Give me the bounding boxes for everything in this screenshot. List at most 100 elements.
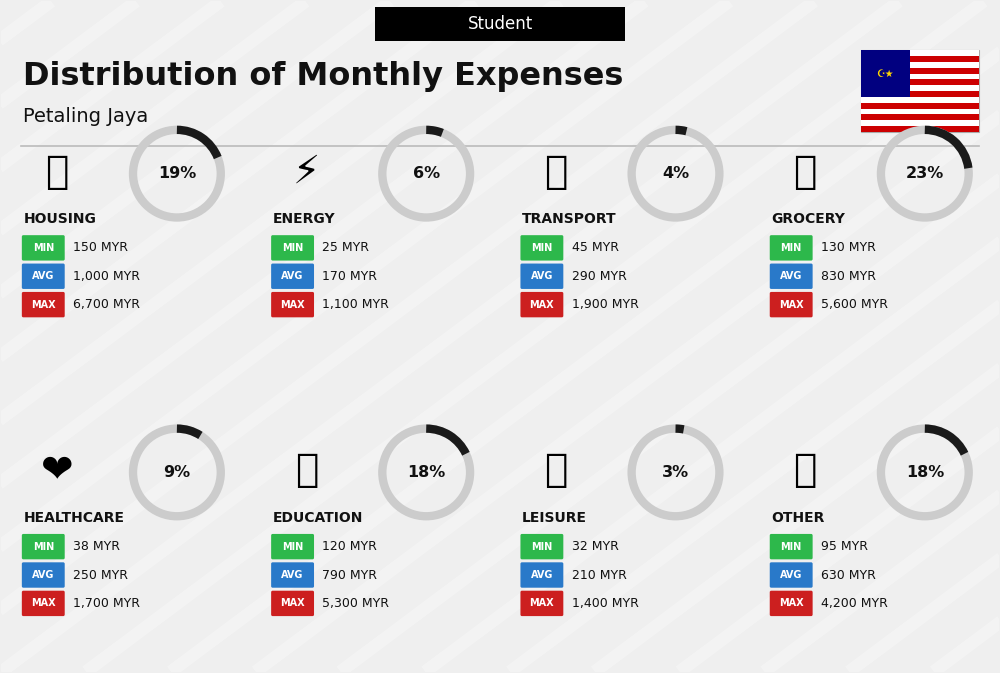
FancyBboxPatch shape <box>271 563 314 588</box>
FancyBboxPatch shape <box>520 591 563 616</box>
Text: AVG: AVG <box>281 271 304 281</box>
Text: HEALTHCARE: HEALTHCARE <box>23 511 124 525</box>
FancyBboxPatch shape <box>770 292 813 318</box>
Text: 5,300 MYR: 5,300 MYR <box>322 597 389 610</box>
Text: 25 MYR: 25 MYR <box>322 242 369 254</box>
Text: 830 MYR: 830 MYR <box>821 270 876 283</box>
Text: MAX: MAX <box>31 598 56 608</box>
FancyBboxPatch shape <box>861 114 979 120</box>
Text: 18%: 18% <box>407 465 445 480</box>
FancyBboxPatch shape <box>861 68 979 73</box>
Text: HOUSING: HOUSING <box>23 213 96 227</box>
Text: 45 MYR: 45 MYR <box>572 242 619 254</box>
FancyBboxPatch shape <box>861 56 979 62</box>
FancyBboxPatch shape <box>861 108 979 114</box>
FancyBboxPatch shape <box>861 85 979 91</box>
FancyBboxPatch shape <box>520 534 563 559</box>
Text: 32 MYR: 32 MYR <box>572 540 619 553</box>
Text: Distribution of Monthly Expenses: Distribution of Monthly Expenses <box>23 61 624 92</box>
FancyBboxPatch shape <box>861 97 979 103</box>
Text: 1,400 MYR: 1,400 MYR <box>572 597 639 610</box>
Text: 95 MYR: 95 MYR <box>821 540 868 553</box>
Text: 🏢: 🏢 <box>46 153 69 190</box>
Text: 630 MYR: 630 MYR <box>821 569 876 581</box>
FancyBboxPatch shape <box>22 292 65 318</box>
Text: 1,900 MYR: 1,900 MYR <box>572 298 639 311</box>
FancyBboxPatch shape <box>520 292 563 318</box>
FancyBboxPatch shape <box>271 264 314 289</box>
Text: AVG: AVG <box>531 570 553 580</box>
Text: Petaling Jaya: Petaling Jaya <box>23 108 149 127</box>
Text: 23%: 23% <box>906 166 944 181</box>
Text: 💰: 💰 <box>793 452 817 489</box>
Text: AVG: AVG <box>32 570 54 580</box>
Text: LEISURE: LEISURE <box>522 511 587 525</box>
Text: AVG: AVG <box>32 271 54 281</box>
Text: ❤: ❤ <box>41 452 74 489</box>
FancyBboxPatch shape <box>271 235 314 260</box>
Text: 250 MYR: 250 MYR <box>73 569 128 581</box>
FancyBboxPatch shape <box>770 264 813 289</box>
Text: 150 MYR: 150 MYR <box>73 242 128 254</box>
FancyBboxPatch shape <box>520 235 563 260</box>
FancyBboxPatch shape <box>22 264 65 289</box>
Text: GROCERY: GROCERY <box>771 213 845 227</box>
FancyBboxPatch shape <box>271 591 314 616</box>
Text: 1,700 MYR: 1,700 MYR <box>73 597 140 610</box>
Text: 🛍: 🛍 <box>544 452 568 489</box>
Text: 6%: 6% <box>413 166 440 181</box>
Text: MAX: MAX <box>530 299 554 310</box>
FancyBboxPatch shape <box>22 235 65 260</box>
Text: MAX: MAX <box>280 299 305 310</box>
Text: 3%: 3% <box>662 465 689 480</box>
Text: MAX: MAX <box>779 299 804 310</box>
Text: ENERGY: ENERGY <box>273 213 335 227</box>
FancyBboxPatch shape <box>861 91 979 97</box>
Text: MIN: MIN <box>33 243 54 253</box>
Text: AVG: AVG <box>281 570 304 580</box>
Text: 4%: 4% <box>662 166 689 181</box>
Text: 170 MYR: 170 MYR <box>322 270 377 283</box>
Text: MAX: MAX <box>280 598 305 608</box>
Text: 210 MYR: 210 MYR <box>572 569 627 581</box>
FancyBboxPatch shape <box>861 50 979 56</box>
FancyBboxPatch shape <box>22 563 65 588</box>
FancyBboxPatch shape <box>861 79 979 85</box>
FancyBboxPatch shape <box>520 264 563 289</box>
Text: TRANSPORT: TRANSPORT <box>522 213 617 227</box>
Text: ⚡: ⚡ <box>293 153 320 190</box>
FancyBboxPatch shape <box>770 534 813 559</box>
FancyBboxPatch shape <box>22 591 65 616</box>
Text: ☪★: ☪★ <box>876 69 893 79</box>
Text: MIN: MIN <box>531 243 553 253</box>
FancyBboxPatch shape <box>861 50 910 97</box>
Text: 9%: 9% <box>163 465 190 480</box>
Text: 🎓: 🎓 <box>295 452 318 489</box>
Text: 19%: 19% <box>158 166 196 181</box>
Text: 🚌: 🚌 <box>544 153 568 190</box>
Text: MIN: MIN <box>282 243 303 253</box>
Text: OTHER: OTHER <box>771 511 825 525</box>
Text: MAX: MAX <box>31 299 56 310</box>
Text: EDUCATION: EDUCATION <box>273 511 363 525</box>
FancyBboxPatch shape <box>770 591 813 616</box>
Text: AVG: AVG <box>531 271 553 281</box>
Text: 🛒: 🛒 <box>793 153 817 190</box>
Text: MIN: MIN <box>33 542 54 552</box>
Text: 1,100 MYR: 1,100 MYR <box>322 298 389 311</box>
Text: MAX: MAX <box>530 598 554 608</box>
Text: 5,600 MYR: 5,600 MYR <box>821 298 888 311</box>
Text: AVG: AVG <box>780 271 802 281</box>
FancyBboxPatch shape <box>861 73 979 79</box>
Text: 290 MYR: 290 MYR <box>572 270 627 283</box>
FancyBboxPatch shape <box>861 50 979 132</box>
Text: AVG: AVG <box>780 570 802 580</box>
Text: 4,200 MYR: 4,200 MYR <box>821 597 888 610</box>
FancyBboxPatch shape <box>861 62 979 68</box>
Text: MIN: MIN <box>781 243 802 253</box>
FancyBboxPatch shape <box>861 103 979 108</box>
FancyBboxPatch shape <box>271 534 314 559</box>
Text: Student: Student <box>467 15 533 33</box>
Text: 130 MYR: 130 MYR <box>821 242 876 254</box>
Text: MAX: MAX <box>779 598 804 608</box>
